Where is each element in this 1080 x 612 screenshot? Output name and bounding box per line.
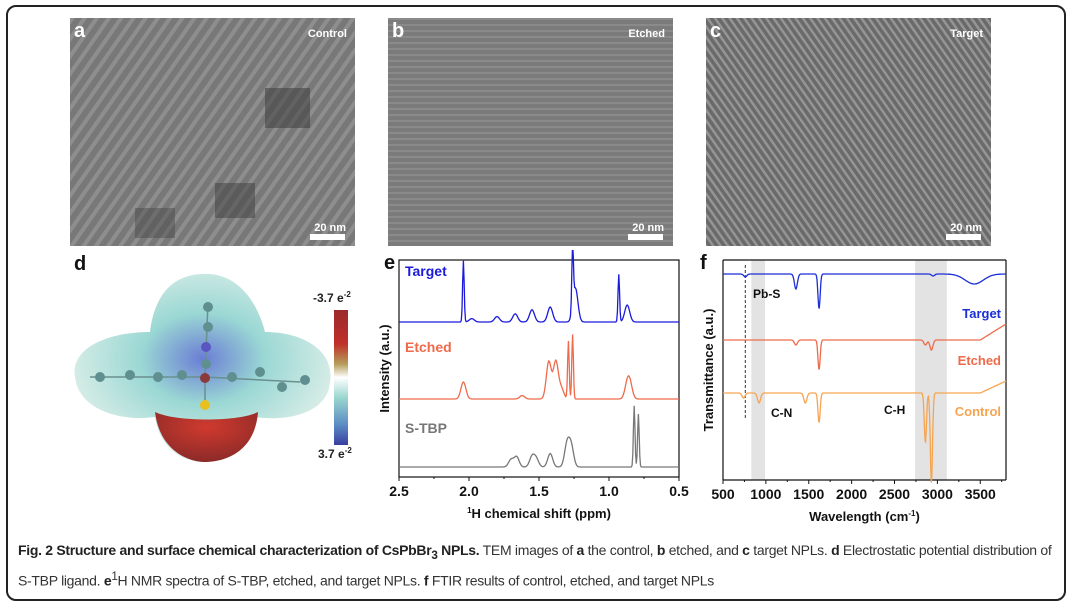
x-tick-label: 2.0 xyxy=(459,483,479,499)
series-line-etched xyxy=(723,323,1007,370)
tem-panel-etched: b Etched 20 nm xyxy=(388,18,673,246)
x-tick-label: 1500 xyxy=(793,486,824,502)
panel-letter-e: e xyxy=(384,252,396,274)
tem-image-target xyxy=(706,18,991,246)
panel-title-etched: Etched xyxy=(628,28,665,40)
panel-title-control: Control xyxy=(307,28,347,40)
phosphorus-atom xyxy=(200,373,210,383)
y-axis-label: Transmittance (a.u.) xyxy=(701,309,716,432)
shaded-region xyxy=(751,260,766,480)
shaded-region xyxy=(915,260,947,480)
annotation-c-n: C-N xyxy=(771,406,792,420)
colorbar-bottom-label: 3.7 e-2 xyxy=(318,446,352,461)
scale-bar xyxy=(946,234,981,240)
series-line-s-tbp xyxy=(399,405,679,468)
x-tick-label: 3000 xyxy=(922,486,953,502)
potential-surface xyxy=(74,273,331,462)
x-tick-label: 2000 xyxy=(836,486,867,502)
series-line-target xyxy=(399,250,679,323)
colorbar xyxy=(334,310,348,445)
colorbar-top-label: -3.7 e-2 xyxy=(313,290,351,305)
tem-image-control xyxy=(70,18,355,246)
series-label-etched: Etched xyxy=(405,339,452,355)
tem-panel-target: c Target 20 nm xyxy=(706,18,991,246)
carbon-atoms xyxy=(95,302,310,392)
series-label-s-tbp: S-TBP xyxy=(405,420,447,436)
series-label-target: Target xyxy=(962,306,1001,321)
series-line-control xyxy=(723,380,1007,483)
caption-title: Fig. 2 Structure and surface chemical ch… xyxy=(18,542,480,562)
x-tick-label: 2500 xyxy=(879,486,910,502)
x-tick-label: 0.5 xyxy=(669,483,689,499)
series-line-target xyxy=(723,273,1006,309)
scale-bar xyxy=(310,234,345,240)
series-line-etched xyxy=(399,334,679,400)
panel-letter-f: f xyxy=(700,252,707,274)
panel-letter-a: a xyxy=(74,20,86,42)
annotation-c-h: C-H xyxy=(884,403,905,417)
ftir-chart: Target Etched Control Pb-S C-N C-H 500 1000 1500… xyxy=(701,259,1007,524)
y-axis-label: Intensity (a.u.) xyxy=(377,324,392,412)
x-axis-label: 1H chemical shift (ppm) xyxy=(467,506,611,521)
x-tick-label: 500 xyxy=(711,486,735,502)
annotation-pb-s: Pb-S xyxy=(753,287,780,301)
scale-bar-label: 20 nm xyxy=(314,222,346,234)
figure-caption: Fig. 2 Structure and surface chemical ch… xyxy=(18,542,1052,589)
x-tick-label: 3500 xyxy=(965,486,996,502)
nmr-chart: Target Etched S-TBP 2.5 2.0 1.5 1.0 0.5 1H chemi… xyxy=(377,250,689,521)
tem-panel-control: a Control 20 nm xyxy=(70,18,355,246)
series-label-control: Control xyxy=(955,404,1001,419)
scale-bar-label: 20 nm xyxy=(950,222,982,234)
x-axis-label: Wavelength (cm-1) xyxy=(809,509,920,524)
series-label-target: Target xyxy=(405,263,447,279)
x-tick-label: 1.5 xyxy=(529,483,549,499)
series-label-etched: Etched xyxy=(958,353,1001,368)
x-tick-label: 1.0 xyxy=(599,483,619,499)
x-tick-label: 1000 xyxy=(750,486,781,502)
panel-title-target: Target xyxy=(950,28,983,40)
scale-bar xyxy=(628,234,663,240)
sulfur-atom xyxy=(200,400,210,410)
figure-frame xyxy=(6,5,1066,601)
negative-region xyxy=(155,412,258,462)
x-tick-label: 2.5 xyxy=(389,483,409,499)
panel-letter-c: c xyxy=(710,20,722,42)
panel-letter-d: d xyxy=(74,253,87,275)
scale-bar-label: 20 nm xyxy=(632,222,664,234)
electrostatic-potential-molecule xyxy=(74,273,331,462)
panel-letter-b: b xyxy=(392,20,405,42)
tem-image-etched xyxy=(388,18,673,246)
